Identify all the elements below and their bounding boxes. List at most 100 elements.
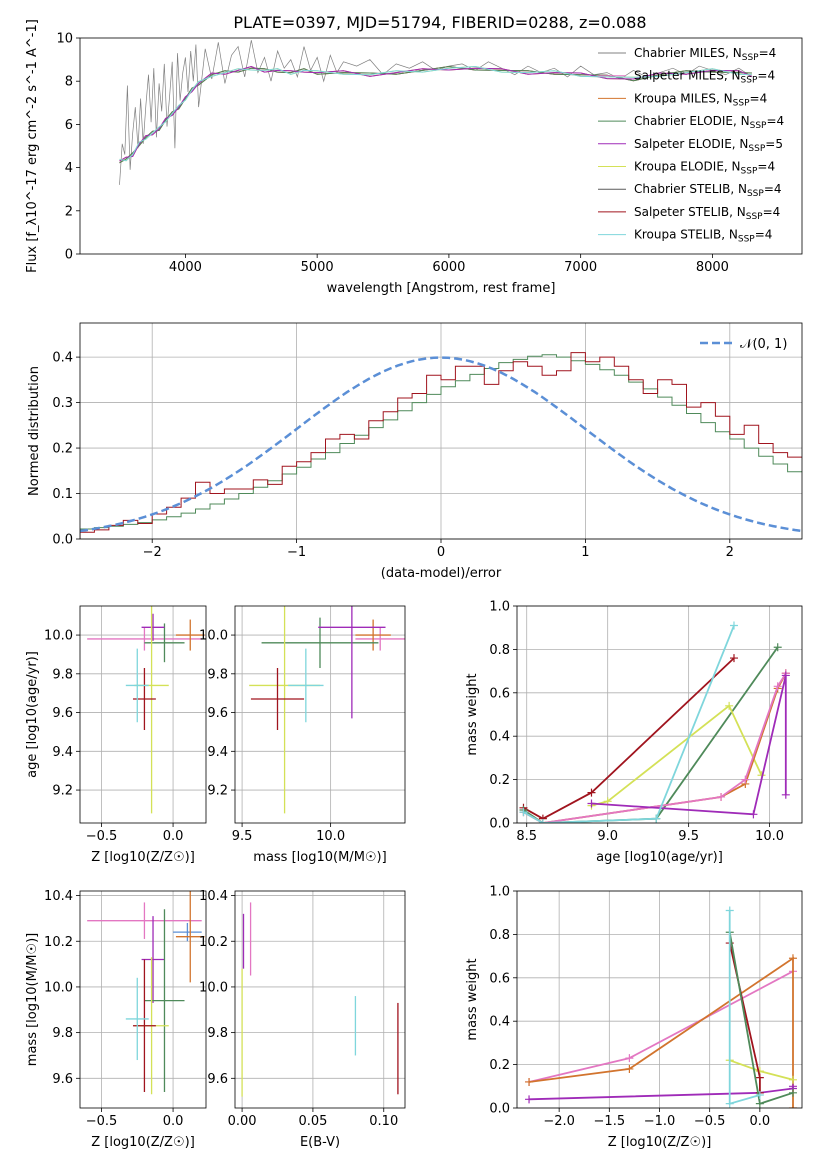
series-marker — [538, 819, 547, 823]
y-tick-label: 1.0 — [489, 600, 510, 615]
y-tick-label: 0.6 — [489, 971, 510, 986]
series-kroupa_elodie — [725, 1056, 797, 1084]
series-marker — [729, 621, 738, 630]
y-axis-label: Normed distribution — [27, 366, 42, 496]
y-tick-label: 0.8 — [489, 643, 510, 658]
errorbar-kroupa_miles — [355, 619, 391, 651]
errorbar-salpeter_miles — [355, 627, 405, 651]
y-axis-label: Flux [f_λ10^-17 erg cm^-2 s^-1 A^-1] — [25, 19, 40, 273]
y-tick-label: 10.0 — [44, 980, 73, 995]
series-marker — [525, 1095, 534, 1104]
series-salpeter_miles — [525, 967, 797, 1086]
x-axis-label: wavelength [Angstrom, rest frame] — [327, 281, 556, 296]
series-marker — [755, 1099, 764, 1108]
series-line — [523, 672, 787, 823]
series-kroupa_elodie — [587, 701, 766, 810]
errorbar-salpeter_elodie — [141, 613, 165, 641]
errorbar-kroupa_miles — [175, 619, 205, 651]
x-tick-label: 1 — [581, 545, 589, 560]
axes-frame — [79, 890, 207, 1109]
series-kroupa_stelib — [725, 906, 764, 1108]
plot-area-age_vs_z — [87, 606, 205, 814]
y-tick-label: 10.4 — [44, 889, 73, 904]
x-axis-label: Z [log10(Z/Z☉)] — [608, 1135, 712, 1150]
x-tick-label: 10.0 — [755, 829, 784, 844]
errorbar-kroupa_stelib — [125, 648, 149, 723]
y-tick-label: 0.4 — [489, 730, 510, 745]
plot-area-mass_vs_ebv — [241, 902, 399, 1097]
legend-label: Kroupa MILES, NSSP=4 — [634, 91, 767, 108]
y-tick-label: 0.4 — [489, 1015, 510, 1030]
y-tick-label: 8 — [65, 75, 73, 90]
y-tick-label: 9.8 — [52, 667, 73, 682]
y-tick-label: 10.4 — [199, 889, 228, 904]
errorbar-salpeter_miles — [87, 902, 202, 939]
x-tick-label: 7000 — [564, 260, 597, 275]
series-marker — [725, 701, 734, 710]
spectrum-data-line — [119, 40, 753, 185]
panel-age_vs_z: −0.5 0.0 9.2 9.4 9.6 9.8 10.0 Z [log10(Z/Z☉)] ag… — [25, 605, 207, 865]
x-tick-label: 0.10 — [369, 1114, 398, 1129]
panel-mass_vs_z: −0.5 0.0 9.6 9.8 10.0 10.2 10.4 Z [log10(Z/Z☉)]… — [25, 889, 207, 1150]
errorbar-salpeter_stelib — [250, 668, 305, 730]
series-kroupa_stelib — [519, 621, 738, 823]
y-tick-label: 10.0 — [44, 629, 73, 644]
y-tick-label: 9.2 — [207, 784, 228, 799]
plot-area-age_vs_mass — [249, 606, 405, 814]
x-tick-label: 8.5 — [516, 829, 537, 844]
panel-spectrum: Chabrier MILES, NSSP=4 Salpeter MILES, NS… — [25, 19, 803, 296]
series-marker — [625, 1054, 634, 1063]
series-marker — [725, 906, 734, 915]
x-tick-label: 0.0 — [750, 1114, 771, 1129]
series-marker — [652, 814, 661, 823]
plot-area-residuals — [80, 352, 802, 539]
x-axis-label: mass [log10(M/M☉)] — [253, 850, 386, 865]
x-tick-label: 0.05 — [298, 1114, 327, 1129]
x-tick-label: 0.0 — [163, 829, 184, 844]
y-tick-label: 9.8 — [207, 667, 228, 682]
plot-area-mass_weight_vs_z — [525, 906, 797, 1108]
series-marker — [781, 790, 790, 799]
axes-frame — [234, 890, 406, 1109]
x-tick-label: 0.0 — [163, 1114, 184, 1129]
y-tick-label: 9.6 — [52, 706, 73, 721]
y-tick-label: 0.6 — [489, 686, 510, 701]
x-tick-label: 0 — [437, 545, 445, 560]
x-axis-label: Z [log10(Z/Z☉)] — [91, 850, 195, 865]
y-tick-label: 0 — [65, 248, 73, 263]
series-line — [528, 956, 794, 1108]
y-tick-label: 0.2 — [52, 442, 73, 457]
legend-label: Salpeter STELIB, NSSP=4 — [634, 205, 780, 222]
series-marker — [773, 682, 782, 691]
y-tick-label: 2 — [65, 204, 73, 219]
y-axis-label: mass [log10(M/M☉)] — [25, 933, 40, 1066]
series-marker — [525, 1077, 534, 1086]
x-tick-label: −0.5 — [694, 1114, 726, 1129]
errorbar-kroupa_stelib — [125, 977, 149, 1061]
x-tick-label: −0.5 — [86, 829, 118, 844]
series-marker — [781, 671, 790, 680]
y-tick-label: 10.0 — [199, 980, 228, 995]
series-salpeter_elodie — [525, 1082, 797, 1104]
legend-label: 𝒩(0, 1) — [740, 337, 787, 352]
x-tick-label: −1 — [287, 545, 306, 560]
errorbar-salpeter_elodie — [141, 916, 165, 1003]
errorbar-kroupa_stelib — [288, 648, 324, 723]
x-tick-label: 0.00 — [228, 1114, 257, 1129]
y-tick-label: 9.6 — [207, 1072, 228, 1087]
y-tick-label: 10.2 — [44, 935, 73, 950]
histogram-chabrier_elodie — [80, 354, 802, 539]
axes-frame — [79, 37, 803, 255]
y-tick-label: 1.0 — [489, 885, 510, 900]
series-marker — [788, 1104, 797, 1108]
series-marker — [788, 1075, 797, 1084]
y-tick-label: 10 — [56, 32, 73, 47]
series-marker — [625, 1064, 634, 1073]
y-tick-label: 0.3 — [52, 396, 73, 411]
errorbar-normal_curve — [173, 922, 202, 942]
axes-frame — [79, 605, 207, 824]
y-tick-label: 6 — [65, 118, 73, 133]
x-axis-label: E(B-V) — [300, 1135, 340, 1150]
y-tick-label: 10.0 — [199, 629, 228, 644]
